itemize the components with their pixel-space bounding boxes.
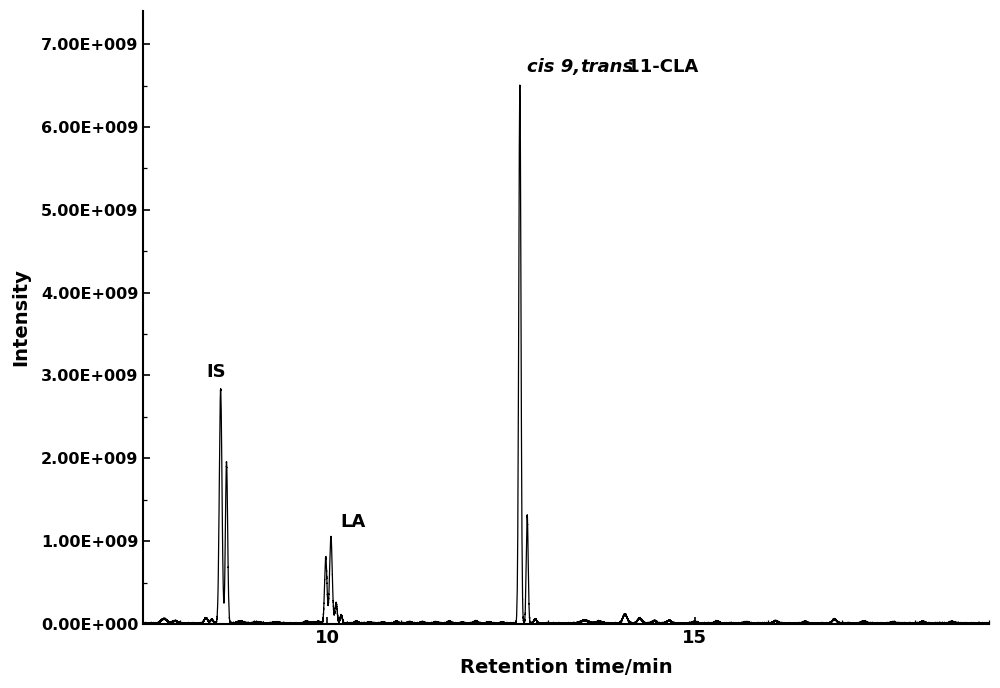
Text: trans: trans — [580, 58, 633, 76]
Text: LA: LA — [340, 513, 366, 531]
Text: cis 9,: cis 9, — [527, 58, 587, 76]
Y-axis label: Intensity: Intensity — [11, 268, 30, 367]
X-axis label: Retention time/min: Retention time/min — [460, 658, 672, 677]
Text: 11-CLA: 11-CLA — [621, 58, 699, 76]
Text: IS: IS — [206, 363, 226, 381]
